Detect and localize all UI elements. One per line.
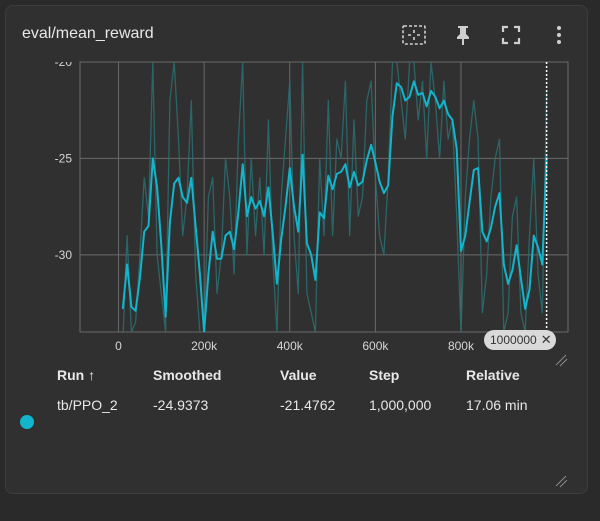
column-header-step[interactable]: Step: [369, 367, 400, 383]
raw-series-layer: [122, 62, 548, 332]
more-options-button[interactable]: [546, 22, 572, 48]
fullscreen-icon: [501, 25, 521, 45]
chart-resize-handle-icon[interactable]: [555, 354, 568, 367]
y-tick-label: -30: [55, 248, 73, 262]
row-step: 1,000,000: [369, 397, 432, 413]
x-tick-label: 400k: [277, 339, 304, 353]
column-header-relative[interactable]: Relative: [466, 367, 520, 383]
scalar-card: eval/mean_reward: [5, 5, 588, 494]
column-header-smoothed[interactable]: Smoothed: [153, 367, 222, 383]
grid: [79, 61, 569, 333]
cursor-step-label: 1000000: [490, 333, 537, 347]
pin-button[interactable]: [450, 22, 476, 48]
row-smoothed-value: -24.9373: [153, 397, 209, 413]
run-color-swatch: [20, 415, 34, 429]
fit-domain-icon: [402, 25, 426, 45]
column-header-value[interactable]: Value: [280, 367, 317, 383]
smoothed-series-layer: [121, 80, 548, 332]
fit-domain-button[interactable]: [401, 22, 427, 48]
x-tick-label: 0: [115, 339, 122, 353]
column-header-run[interactable]: Run ↑: [57, 367, 96, 383]
y-tick-label: -20: [55, 55, 73, 69]
x-tick-label: 200k: [191, 339, 218, 353]
row-relative: 17.06 min: [466, 397, 528, 413]
raw-series-line: [122, 62, 548, 332]
x-axis: 0 200k 400k 600k 800k: [115, 339, 475, 353]
cursor-step-badge[interactable]: 1000000 ✕: [484, 330, 556, 350]
pin-icon: [457, 26, 469, 45]
smoothed-series-line: [121, 80, 548, 332]
y-tick-label: -25: [55, 151, 73, 165]
close-icon[interactable]: ✕: [540, 332, 552, 347]
fullscreen-button[interactable]: [498, 22, 524, 48]
row-value: -21.4762: [280, 397, 336, 413]
card-resize-handle-icon[interactable]: [554, 474, 568, 488]
x-tick-label: 800k: [448, 339, 475, 353]
card-title: eval/mean_reward: [22, 25, 154, 42]
more-vert-icon: [557, 26, 561, 44]
row-run-name: tb/PPO_2: [57, 397, 118, 413]
y-axis: -20 -25 -30: [55, 55, 73, 262]
x-tick-label: 600k: [362, 339, 389, 353]
